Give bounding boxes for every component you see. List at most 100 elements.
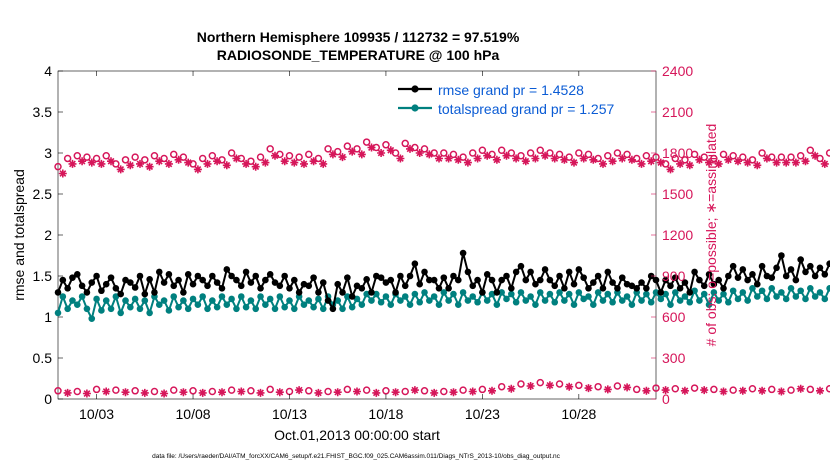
assimilated-obs-point — [367, 143, 376, 152]
rmse-point — [315, 289, 322, 296]
rejected-obs-point — [545, 381, 554, 390]
possible-obs-point — [169, 150, 178, 159]
rmse-point — [151, 289, 158, 296]
y-tick-label-right: 2100 — [662, 104, 693, 120]
possible-obs-point — [382, 141, 390, 149]
totalspread-point — [667, 301, 674, 309]
totalspread-point — [88, 315, 96, 322]
rmse-point — [93, 272, 100, 280]
rmse-point — [551, 282, 559, 290]
rmse-point — [474, 276, 481, 284]
possible-obs-point — [497, 146, 506, 155]
y-tick-label-right: 1200 — [662, 227, 693, 243]
assimilated-obs-point — [415, 149, 424, 157]
assimilated-obs-point — [338, 153, 347, 162]
assimilated-obs-point — [560, 155, 569, 164]
possible-obs-point — [73, 151, 82, 160]
totalspread-point — [802, 295, 809, 303]
y-tick-label-left: 2 — [44, 227, 52, 243]
totalspread-point — [609, 298, 616, 306]
possible-obs-point — [420, 145, 429, 153]
legend-marker-rmse — [411, 85, 419, 93]
totalspread-point — [242, 303, 250, 311]
possible-obs-point — [362, 138, 371, 146]
rmse-point — [358, 285, 366, 292]
y-tick-label-left: 2.5 — [33, 186, 53, 202]
totalspread-point — [715, 297, 722, 304]
assimilated-obs-point — [213, 157, 222, 166]
assimilated-obs-point — [68, 159, 77, 168]
assimilated-obs-point — [242, 159, 251, 168]
rmse-point — [522, 276, 530, 284]
rejected-obs-point — [449, 388, 458, 397]
footer-data-file: data file: /Users/raeder/DAI/ATM_forcXX/… — [152, 453, 561, 460]
assimilated-obs-point — [473, 154, 482, 163]
totalspread-point — [483, 297, 491, 304]
possible-obs-point — [227, 149, 236, 157]
rejected-obs-point — [777, 387, 786, 396]
rejected-obs-point — [459, 386, 467, 394]
rejected-obs-point — [169, 386, 178, 394]
totalspread-point — [565, 290, 573, 298]
assimilated-obs-point — [743, 158, 752, 167]
totalspread-point — [107, 305, 115, 313]
possible-obs-point — [121, 156, 130, 164]
rmse-point — [295, 289, 303, 296]
rmse-point — [720, 285, 727, 292]
series-rmse — [54, 249, 830, 313]
rejected-obs-point — [295, 386, 304, 395]
rejected-obs-point — [468, 387, 477, 396]
totalspread-point — [199, 293, 206, 300]
rmse-point — [184, 271, 192, 278]
rejected-obs-point — [787, 386, 795, 394]
rejected-obs-point — [189, 387, 197, 395]
rejected-obs-point — [333, 388, 342, 397]
rmse-point — [753, 280, 761, 288]
assimilated-obs-point — [791, 158, 800, 167]
legend: rmse grand pr = 1.4528 totalspread grand… — [394, 79, 634, 119]
rejected-obs-point — [642, 386, 651, 395]
totalspread-point — [213, 303, 221, 311]
totalspread-point — [652, 289, 660, 296]
x-tick-label: 10/03 — [79, 406, 114, 422]
rejected-obs-point — [584, 384, 593, 393]
rejected-obs-point — [401, 387, 409, 396]
rmse-point — [430, 276, 438, 284]
rmse-point — [136, 272, 144, 280]
rmse-point — [652, 276, 660, 284]
totalspread-point — [315, 295, 322, 303]
totalspread-point — [734, 295, 742, 303]
rejected-obs-point — [816, 386, 824, 395]
possible-obs-point — [796, 151, 805, 160]
totalspread-point — [681, 293, 689, 300]
rejected-obs-point — [391, 388, 400, 397]
rejected-obs-point — [680, 386, 689, 395]
totalspread-point — [763, 295, 771, 303]
rejected-obs-point — [661, 386, 670, 395]
rejected-obs-point — [700, 386, 709, 395]
possible-obs-point — [440, 149, 448, 157]
totalspread-point — [749, 285, 756, 292]
rejected-obs-point — [218, 388, 226, 397]
rmse-point — [146, 275, 153, 283]
rejected-obs-point — [131, 387, 139, 395]
possible-obs-point — [150, 151, 159, 160]
y-tick-label-left: 1 — [44, 309, 52, 325]
rmse-point — [546, 276, 554, 284]
rejected-obs-point — [410, 386, 419, 395]
rmse-point — [710, 280, 718, 288]
rmse-point — [450, 272, 457, 280]
possible-obs-point — [401, 139, 409, 148]
rmse-point — [281, 272, 288, 280]
possible-obs-point — [526, 149, 535, 157]
possible-obs-point — [343, 142, 352, 150]
totalspread-point — [686, 298, 694, 306]
rmse-point — [368, 289, 375, 296]
assimilated-obs-point — [271, 151, 279, 160]
totalspread-point — [435, 301, 443, 309]
assimilated-obs-point — [309, 157, 318, 166]
assimilated-obs-point — [531, 154, 540, 163]
rejected-obs-point — [198, 388, 207, 397]
rmse-point — [488, 276, 496, 284]
assimilated-obs-point — [463, 158, 472, 167]
